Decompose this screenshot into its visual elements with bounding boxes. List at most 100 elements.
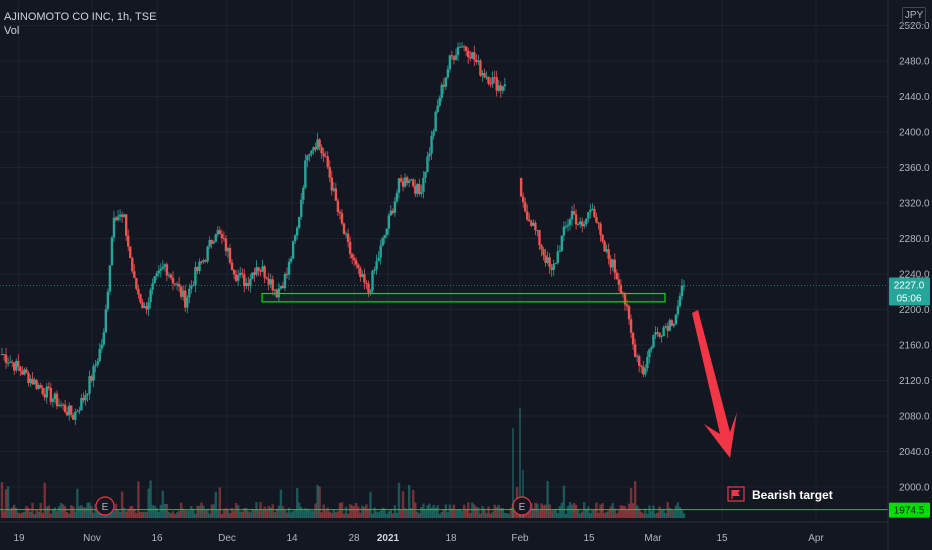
volume-bar [179,502,183,518]
volume-bar [530,503,533,518]
candle-body [249,278,252,286]
volume-bar [204,509,207,518]
candle-body [540,245,543,250]
candle-body [196,267,199,272]
volume-bar [216,510,219,518]
time-tick-label: Dec [218,533,236,544]
bearish-target-note[interactable]: Bearish target [727,486,833,502]
arrow-down-icon [692,310,737,458]
candle-body [467,50,470,58]
price-tick-label: 2000.0 [899,483,930,494]
candle-body [475,59,478,63]
candle-body [173,283,177,285]
candle-body [489,83,492,85]
candle-body [597,222,600,224]
volume-series [0,408,686,518]
candle-body [574,214,578,225]
volume-bar [247,511,250,518]
candle-body [550,266,553,270]
candle-body [615,272,619,280]
time-axis[interactable]: 19 Nov 16 Dec 14 28 2021 18 Feb 15 Mar 15 Apr [0,521,888,544]
volume-bar [599,504,602,518]
symbol-title[interactable]: AJINOMOTO CO INC, 1h, TSE [4,11,157,23]
volume-bar [88,502,91,518]
candle-body [546,257,549,263]
candle-body [43,393,46,398]
support-zone-rectangle[interactable] [261,292,666,303]
candle-body [90,376,93,381]
candle-body [245,282,248,287]
candle-body [627,306,631,320]
volume-bar [289,512,293,518]
volume-bar [43,482,46,518]
candle-body [116,216,120,221]
candle-body [346,233,350,242]
volume-bar [133,509,136,518]
candle-body [322,153,325,157]
volume-bar [373,507,376,518]
volume-bar [564,513,568,518]
earnings-marker-circle[interactable] [512,496,532,516]
candle-body [226,248,230,252]
candle-body [334,188,338,201]
candle-body [133,271,136,279]
volume-bar [302,510,305,518]
currency-badge[interactable]: JPY [902,7,926,25]
candle-body [267,278,270,285]
volume-bar [118,511,122,518]
candle-body [308,154,311,156]
volume-bar [200,502,203,518]
candle-body [98,348,101,362]
volume-bar [275,508,279,518]
candle-body [528,219,531,222]
candle-body [67,405,71,416]
volume-bar [129,506,132,518]
volume-bar [642,513,645,518]
volume-bar [471,502,474,518]
candle-body [122,214,126,217]
bearish-arrow[interactable] [692,310,737,458]
candle-body [542,249,545,256]
candle-body [33,379,36,385]
earnings-marker-circle[interactable] [95,496,115,516]
candle-body [82,397,85,401]
candle-body [204,260,207,262]
chart-legend: AJINOMOTO CO INC, 1h, TSE Vol [4,10,156,38]
volume-bar [682,513,686,518]
volume-bar [222,510,226,518]
volume-bar [410,507,413,518]
time-tick-label: 28 [348,533,360,544]
volume-bar [328,511,331,518]
candle-body [385,228,388,235]
volume-indicator-label[interactable]: Vol [4,25,20,37]
candle-body [13,362,16,371]
candle-body [414,186,417,194]
candle-body [530,221,533,226]
price-axis[interactable]: 2000.0 2040.0 2080.0 2120.0 2160.0 2200.0 2240… [887,0,930,550]
volume-bar [522,470,524,518]
volume-bar [145,511,148,518]
volume-bar [570,504,574,518]
volume-bar [371,513,374,518]
volume-bar [293,509,297,518]
volume-bar [558,506,562,518]
volume-bar [493,504,496,518]
candle-body [650,347,653,350]
candle-body [497,85,500,91]
candle-body [312,147,315,151]
time-tick-label: Mar [644,533,662,544]
volume-bar [585,509,588,518]
candle-body [265,277,268,279]
candle-body [31,378,34,385]
candle-body [672,324,676,326]
candle-body [104,309,108,333]
volume-bar [454,510,458,518]
volume-bar [277,505,281,518]
candle-body [456,47,460,56]
price-tick-label: 2520.0 [899,21,930,32]
volume-bar [670,509,673,518]
volume-bar [479,513,482,518]
candle-body [23,369,26,375]
